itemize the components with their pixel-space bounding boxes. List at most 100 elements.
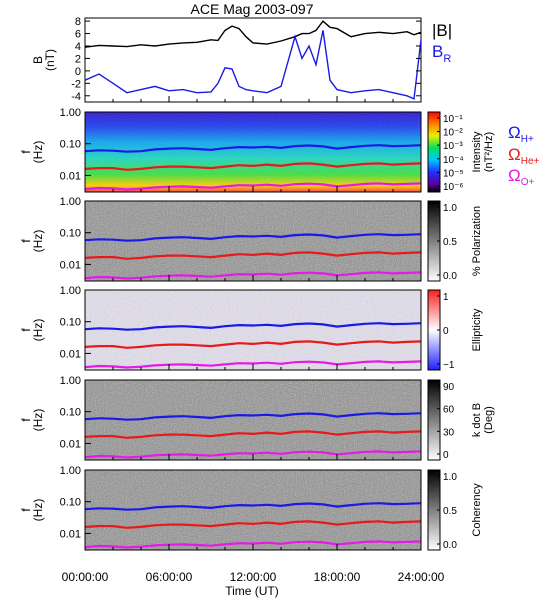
colorbar-tick-label: 1.0 <box>443 472 457 483</box>
legend-omega-o: ΩO+ <box>508 166 534 188</box>
legend-b-r-subscript: R <box>443 53 451 65</box>
ytick-label: 1.00 <box>60 107 81 119</box>
omega-h-line <box>85 233 421 242</box>
colorbar-tick-label: 0.0 <box>443 271 457 282</box>
b-ytick-label: -2 <box>71 78 81 90</box>
omega-o-line <box>85 271 421 280</box>
omega-o-line <box>85 360 421 369</box>
ytick-label: 0.10 <box>60 317 81 329</box>
legend-omega-he-subscript: He+ <box>521 156 540 167</box>
omega-he-line <box>85 162 421 171</box>
legend-omega-he-label: Ω <box>508 145 521 164</box>
omega-o-line <box>85 450 421 459</box>
k-dot-b-colorbar <box>427 379 441 461</box>
colorbar-tick-label: 60 <box>443 405 455 416</box>
b-ytick-label: -4 <box>71 91 81 103</box>
legend-omega-h: ΩH+ <box>508 123 534 145</box>
ytick-label: 1.00 <box>60 285 81 297</box>
coherency-panel: 1.00 0.10 0.01 f(Hz) 1.0 0.5 0.0 Coherency <box>19 465 483 551</box>
colorbar-tick-label: 0.5 <box>443 237 457 248</box>
legend-b-r-label: B <box>432 42 443 61</box>
b-r-line <box>85 30 421 100</box>
colorbar-tick-label: 0.0 <box>443 540 457 551</box>
panel-ylabel: f <box>19 328 33 332</box>
b-field-frame <box>84 17 422 103</box>
colorbar-tick-label: 10⁻⁴ <box>443 155 464 166</box>
xtick-label: 00:00:00 <box>62 570 109 584</box>
b-ytick-label: 4 <box>75 41 81 53</box>
legend-omega-h-subscript: H+ <box>521 134 534 145</box>
b-ytick-label: 0 <box>75 66 81 78</box>
legend-omega-o-subscript: O+ <box>521 177 535 188</box>
ytick-label: 0.10 <box>60 228 81 240</box>
xtick-label: 06:00:00 <box>146 570 193 584</box>
panel-yunit: (Hz) <box>31 141 45 164</box>
colorbar-tick-label: 10⁻⁶ <box>443 182 464 193</box>
ytick-label: 1.00 <box>60 375 81 387</box>
figure-title: ACE Mag 2003-097 <box>191 1 314 17</box>
legend-omega-h-label: Ω <box>508 123 521 142</box>
omega-he-line <box>85 340 421 349</box>
intensity-panel: 1.00 0.10 0.01 f(Hz) 10⁻¹ 10⁻² 10⁻³ 10⁻⁴ 10⁻⁵ 10⁻… <box>19 107 495 193</box>
b-yunit: (nT) <box>43 49 57 71</box>
b-ytick-label: 8 <box>75 16 81 28</box>
colorbar-tick-label: 1.0 <box>443 203 457 214</box>
colorbar-tick-label: 0 <box>443 326 449 337</box>
intensity-colorbar-unit: (nT²/Hz) <box>483 132 495 172</box>
omega-o-line <box>85 540 421 549</box>
b-ylabel: B <box>31 56 45 64</box>
omega-he-line <box>85 520 421 529</box>
colorbar-tick-label: 90 <box>443 382 455 393</box>
legend-omega-he: ΩHe+ <box>508 145 540 167</box>
k-dot-b-colorbar-label: k dot B <box>471 403 483 437</box>
colorbar-tick-label: −1 <box>443 360 455 371</box>
ellipticity-colorbar-label: Ellipticity <box>471 308 483 351</box>
b-total-line <box>85 20 421 48</box>
x-axis-label: Time (UT) <box>225 584 279 598</box>
xtick-label: 18:00:00 <box>314 570 361 584</box>
legend-b-r: BR <box>432 42 451 65</box>
omega-he-line <box>85 430 421 439</box>
xtick-label: 12:00:00 <box>230 570 277 584</box>
panel-ylabel: f <box>19 508 33 512</box>
ytick-label: 0.01 <box>60 170 81 182</box>
gyrofrequency-legend: ΩH+ ΩHe+ ΩO+ <box>508 123 540 188</box>
omega-h-line <box>85 412 421 421</box>
k-dot-b-colorbar-unit: (Deg) <box>483 406 495 434</box>
panel-ylabel: f <box>19 418 33 422</box>
colorbar-tick-label: 0 <box>443 450 449 461</box>
colorbar-tick-label: 1 <box>443 292 449 303</box>
ytick-label: 0.10 <box>60 139 81 151</box>
omega-h-line <box>85 322 421 331</box>
ellipticity-panel: 1.00 0.10 0.01 f(Hz) 1 0 −1 Ellipticity <box>19 285 483 371</box>
omega-h-line <box>85 144 421 153</box>
coherency-colorbar-label: Coherency <box>471 483 483 537</box>
ytick-label: 0.10 <box>60 407 81 419</box>
colorbar-tick-label: 0.5 <box>443 506 457 517</box>
legend-b-total: |B| <box>432 21 452 40</box>
b-ytick-label: 2 <box>75 53 81 65</box>
colorbar-tick-label: 10⁻¹ <box>443 114 463 125</box>
omega-h-line <box>85 502 421 511</box>
panel-ylabel: f <box>19 239 33 243</box>
omega-o-line <box>85 182 421 191</box>
k-dot-b-panel: 1.00 0.10 0.01 f(Hz) 90 60 30 0 k dot B (Deg) <box>19 375 495 461</box>
ytick-label: 0.10 <box>60 497 81 509</box>
ytick-label: 0.01 <box>60 438 81 450</box>
ytick-label: 1.00 <box>60 196 81 208</box>
legend-omega-o-label: Ω <box>508 166 521 185</box>
intensity-colorbar-label: Intensity <box>471 131 483 172</box>
b-ytick-label: 6 <box>75 29 81 41</box>
panel-yunit: (Hz) <box>31 499 45 522</box>
intensity-colorbar <box>427 111 441 193</box>
ytick-label: 0.01 <box>60 528 81 540</box>
polarization-panel: 1.00 0.10 0.01 f(Hz) 1.0 0.5 0.0 % Polarization <box>19 196 483 282</box>
ytick-label: 0.01 <box>60 259 81 271</box>
panel-yunit: (Hz) <box>31 409 45 432</box>
ytick-label: 0.01 <box>60 348 81 360</box>
colorbar-tick-label: 10⁻³ <box>443 141 463 152</box>
polarization-colorbar-label: % Polarization <box>471 206 483 276</box>
panel-yunit: (Hz) <box>31 230 45 253</box>
